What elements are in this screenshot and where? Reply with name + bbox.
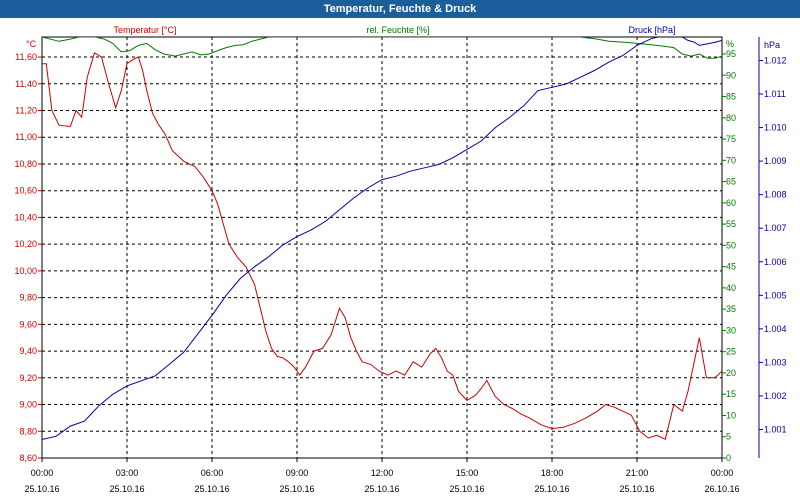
x-tick-label-time: 09:00 — [286, 468, 309, 478]
hum-tick-label: 50 — [726, 240, 736, 250]
press-tick-label: 1.006 — [764, 257, 787, 267]
x-tick-label-date: 25.10.16 — [534, 484, 569, 494]
temp-tick-label: 10,20 — [14, 239, 37, 249]
hum-tick-label: 0 — [726, 453, 731, 463]
pressure-line — [42, 37, 722, 440]
press-tick-label: 1.008 — [764, 190, 787, 200]
x-tick-label-date: 26.10.16 — [704, 484, 739, 494]
temp-tick-label: 9,00 — [19, 400, 37, 410]
hum-tick-label: 10 — [726, 410, 736, 420]
hum-tick-label: 65 — [726, 177, 736, 187]
hum-tick-label: 15 — [726, 389, 736, 399]
temp-tick-label: 10,80 — [14, 159, 37, 169]
hum-tick-label: 80 — [726, 113, 736, 123]
x-tick-label-date: 25.10.16 — [364, 484, 399, 494]
hum-tick-label: 5 — [726, 432, 731, 442]
press-tick-label: 1.004 — [764, 324, 787, 334]
temp-tick-label: 11,20 — [15, 106, 37, 116]
temp-unit-label: °C — [26, 39, 37, 49]
press-tick-label: 1.005 — [764, 290, 787, 300]
press-tick-label: 1.012 — [764, 55, 787, 65]
x-tick-label-date: 25.10.16 — [279, 484, 314, 494]
temp-tick-label: 11,60 — [15, 52, 37, 62]
hum-tick-label: 45 — [726, 262, 736, 272]
press-tick-label: 1.011 — [764, 89, 786, 99]
x-tick-label-time: 06:00 — [201, 468, 224, 478]
press-tick-label: 1.010 — [764, 123, 787, 133]
press-tick-label: 1.003 — [764, 357, 787, 367]
press-unit-label: hPa — [764, 40, 780, 50]
hum-tick-label: 70 — [726, 155, 736, 165]
x-tick-label-time: 00:00 — [31, 468, 54, 478]
temp-tick-label: 9,80 — [19, 293, 37, 303]
x-tick-label-time: 15:00 — [456, 468, 479, 478]
hum-tick-label: 95 — [726, 49, 736, 59]
humidity-line — [42, 37, 722, 59]
hum-tick-label: 25 — [726, 347, 736, 357]
x-tick-label-time: 21:00 — [626, 468, 649, 478]
hum-tick-label: 20 — [726, 368, 736, 378]
legend-temperature: Temperatur [°C] — [113, 25, 176, 35]
x-tick-label-date: 25.10.16 — [109, 484, 144, 494]
temperature-line — [42, 52, 722, 441]
temp-tick-label: 11,00 — [15, 132, 37, 142]
hum-tick-label: 40 — [726, 283, 736, 293]
chart-title: Temperatur, Feuchte & Druck — [0, 0, 800, 18]
temp-tick-label: 10,40 — [14, 212, 37, 222]
hum-tick-label: 55 — [726, 219, 736, 229]
temp-tick-label: 9,20 — [19, 373, 37, 383]
temp-tick-label: 9,40 — [19, 346, 37, 356]
press-tick-label: 1.001 — [764, 424, 787, 434]
x-tick-label-date: 25.10.16 — [619, 484, 654, 494]
temp-tick-label: 9,60 — [19, 319, 37, 329]
press-tick-label: 1.009 — [764, 156, 787, 166]
temp-tick-label: 10,00 — [14, 266, 37, 276]
press-tick-label: 1.007 — [764, 223, 787, 233]
x-tick-label-date: 25.10.16 — [449, 484, 484, 494]
x-tick-label-time: 12:00 — [371, 468, 394, 478]
x-tick-label-time: 00:00 — [711, 468, 734, 478]
temp-tick-label: 8,60 — [19, 453, 37, 463]
hum-tick-label: 60 — [726, 198, 736, 208]
hum-unit-label: % — [726, 39, 734, 49]
x-tick-label-date: 25.10.16 — [194, 484, 229, 494]
hum-tick-label: 35 — [726, 304, 736, 314]
x-tick-label-time: 18:00 — [541, 468, 564, 478]
hum-tick-label: 75 — [726, 134, 736, 144]
x-tick-label-date: 25.10.16 — [24, 484, 59, 494]
hum-tick-label: 90 — [726, 70, 736, 80]
x-tick-label-time: 03:00 — [116, 468, 139, 478]
temp-tick-label: 11,40 — [15, 79, 37, 89]
hum-tick-label: 85 — [726, 92, 736, 102]
press-tick-label: 1.002 — [764, 391, 787, 401]
legend-pressure: Druck [hPa] — [628, 25, 675, 35]
temp-tick-label: 10,60 — [14, 186, 37, 196]
temp-tick-label: 8,80 — [19, 426, 37, 436]
legend-humidity: rel. Feuchte [%] — [366, 25, 429, 35]
hum-tick-label: 30 — [726, 325, 736, 335]
